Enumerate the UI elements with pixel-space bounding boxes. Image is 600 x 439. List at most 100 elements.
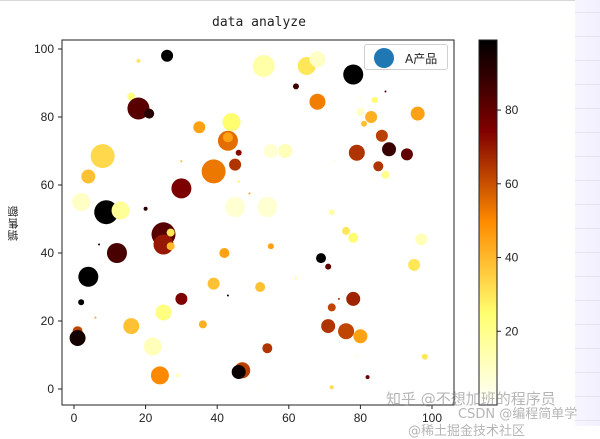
data-point [127, 97, 150, 120]
data-point [207, 277, 220, 290]
data-point [201, 159, 226, 184]
x-tick-label: 100 [422, 411, 442, 425]
data-point [353, 329, 368, 344]
x-tick-label: 20 [139, 411, 153, 425]
x-tick-label: 60 [282, 411, 296, 425]
data-point [144, 108, 155, 119]
y-tick-label: 20 [41, 314, 55, 328]
data-point [316, 253, 327, 264]
panel-rule [575, 396, 600, 397]
data-point [166, 228, 175, 237]
colorbar-tick-label: 80 [505, 103, 519, 117]
data-point [327, 303, 336, 312]
watermark-csdn: CSDN @编程简单学 [458, 407, 578, 422]
data-point [255, 282, 266, 292]
data-point [415, 233, 428, 246]
data-point [248, 192, 251, 195]
data-point [421, 353, 428, 360]
data-point [373, 161, 384, 172]
data-point [384, 90, 387, 93]
data-point [338, 323, 355, 340]
x-axis-ticks: 0 20 40 60 80 100 [71, 405, 442, 425]
data-point [325, 263, 332, 270]
data-point [123, 318, 140, 335]
data-point [180, 160, 183, 163]
panel-rule [575, 156, 600, 157]
data-point [278, 144, 293, 158]
y-tick-label: 60 [41, 178, 55, 192]
colorbar-tick-label: 20 [505, 324, 519, 338]
panel-rule [575, 372, 600, 373]
data-point [193, 121, 206, 134]
panel-rule [575, 420, 600, 421]
data-point [252, 55, 275, 77]
legend: A产品 [364, 44, 448, 70]
data-point [229, 158, 242, 171]
data-point [219, 248, 230, 258]
data-point [166, 242, 175, 251]
chart-title: data analyze [212, 15, 306, 30]
data-point [94, 316, 97, 319]
colorbar-tick-label: 60 [505, 177, 519, 191]
data-point [348, 232, 359, 243]
legend-marker-icon [374, 48, 394, 68]
data-point [106, 243, 127, 263]
x-tick-label: 80 [354, 411, 368, 425]
panel-rule [575, 300, 600, 301]
data-point [346, 291, 361, 306]
scatter-points [69, 49, 428, 390]
data-point [328, 209, 335, 216]
data-point [235, 149, 242, 156]
panel-rule [575, 36, 600, 37]
y-tick-label: 0 [47, 382, 54, 396]
data-point [222, 113, 241, 132]
data-point [225, 197, 246, 218]
panel-rule [575, 204, 600, 205]
data-point [355, 355, 358, 358]
data-point [381, 170, 390, 179]
data-point [155, 304, 172, 321]
data-point [98, 243, 101, 246]
data-point [365, 111, 378, 123]
data-point [150, 366, 169, 385]
scatter-chart: 0 20 40 60 80 100 0 20 40 60 80 100 20 40 60 80 [34, 39, 519, 425]
data-point [255, 384, 258, 387]
data-point [226, 294, 229, 297]
legend-label: A产品 [405, 52, 438, 66]
data-point [111, 201, 130, 220]
watermark-zhihu: 知乎 @不想加班的程序员 [386, 390, 556, 408]
data-point [408, 258, 421, 271]
data-point [90, 144, 115, 169]
data-point [171, 178, 192, 199]
data-point [161, 49, 174, 62]
data-point [136, 58, 141, 63]
data-point [263, 144, 278, 158]
data-point [78, 266, 99, 287]
data-point [237, 180, 240, 183]
data-point [321, 319, 336, 334]
colorbar-ticks: 20 40 60 80 [497, 103, 519, 338]
data-point [175, 292, 188, 305]
panel-rule [575, 12, 600, 13]
watermark-juejin: @稀土掘金技术社区 [408, 424, 526, 439]
panel-rule [575, 324, 600, 325]
panel-rule [575, 84, 600, 85]
data-point [222, 132, 233, 143]
data-point [382, 142, 397, 157]
y-axis-ticks: 0 20 40 60 80 100 [34, 42, 62, 396]
data-point [375, 129, 388, 142]
data-point [334, 160, 337, 163]
data-point [198, 320, 207, 329]
data-point [267, 243, 274, 250]
data-point [348, 144, 365, 161]
panel-rule [575, 228, 600, 229]
data-point [231, 365, 246, 379]
data-point [343, 64, 364, 85]
data-point [257, 197, 278, 218]
data-point [309, 51, 326, 68]
data-point [342, 226, 351, 235]
data-point [143, 337, 162, 356]
panel-rule [575, 108, 600, 109]
data-point [143, 206, 148, 211]
colorbar-tick-label: 40 [505, 251, 519, 265]
